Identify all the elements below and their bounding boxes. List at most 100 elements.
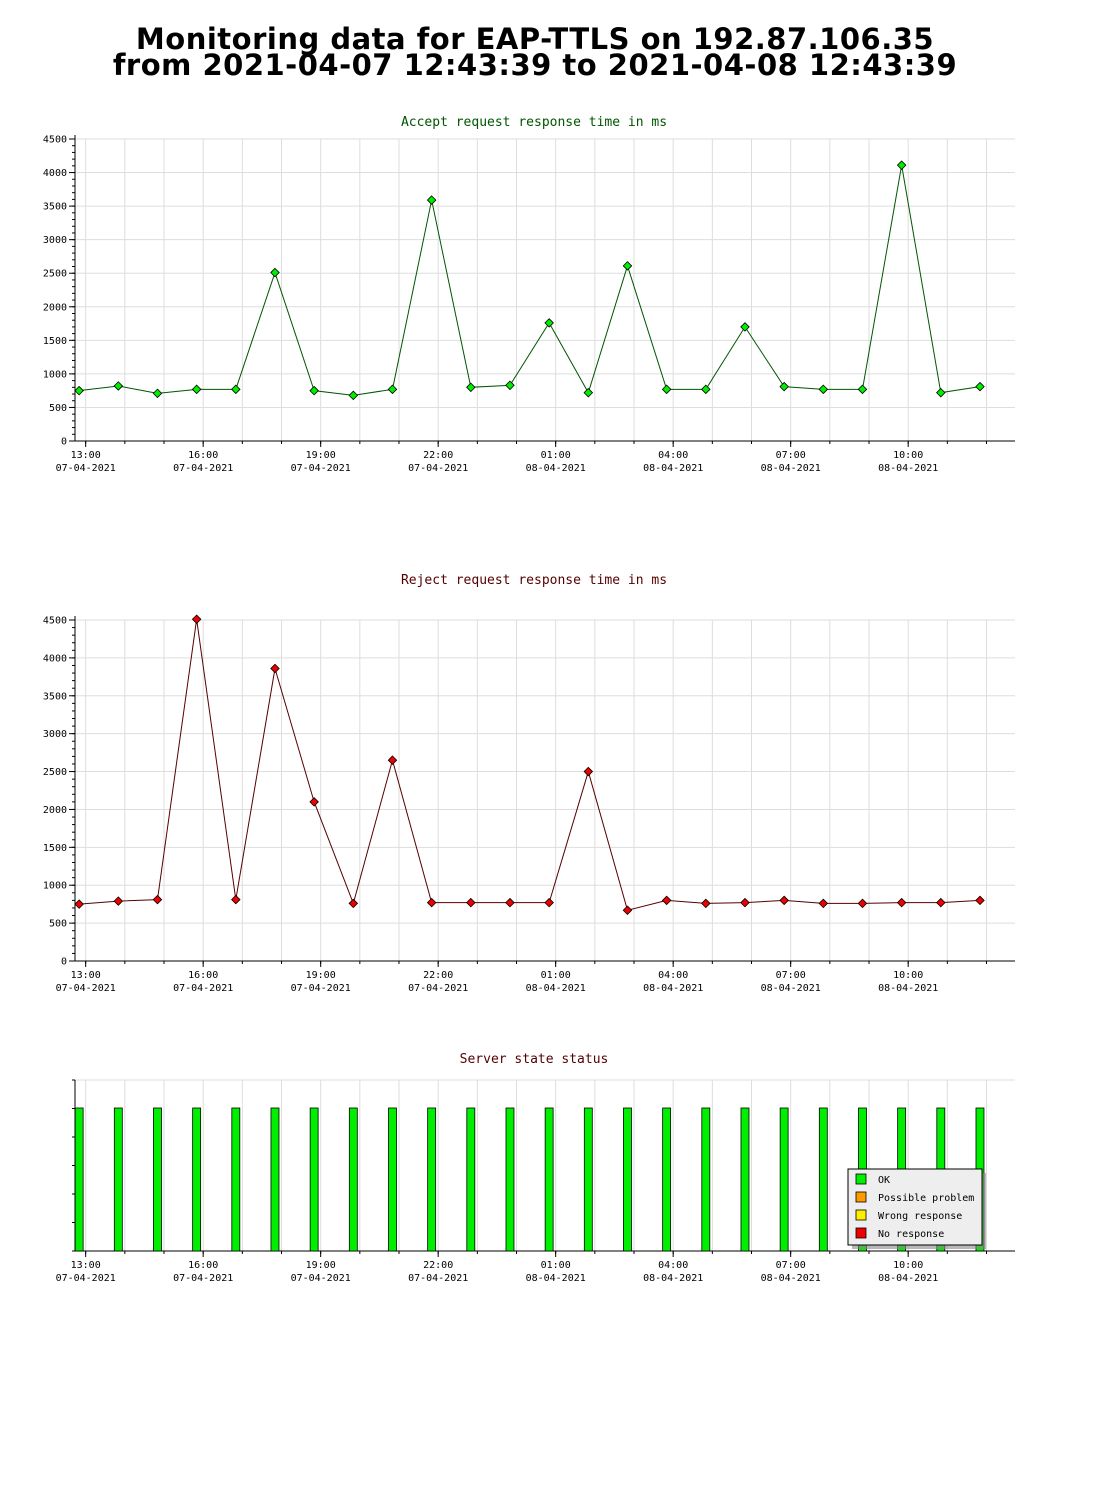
reject-data-point: [858, 899, 866, 907]
status-x-tick-time: 10:00: [893, 1260, 923, 1271]
status-bar: [193, 1108, 201, 1251]
accept-x-tick-date: 08-04-2021: [878, 463, 938, 474]
reject-data-point: [937, 898, 945, 906]
accept-x-tick-time: 10:00: [893, 450, 923, 461]
reject-x-tick-date: 07-04-2021: [291, 983, 351, 994]
status-bar: [75, 1108, 83, 1251]
accept-data-point: [623, 262, 631, 270]
accept-data-point: [584, 388, 592, 396]
accept-y-tick-label: 3500: [43, 202, 67, 213]
reject-y-tick-label: 2000: [43, 805, 67, 816]
reject-x-tick-time: 22:00: [423, 970, 453, 981]
accept-data-point: [897, 161, 905, 169]
reject-x-tick-date: 08-04-2021: [643, 983, 703, 994]
reject-data-point: [819, 899, 827, 907]
accept-y-tick-label: 2500: [43, 269, 67, 280]
reject-y-tick-label: 500: [49, 919, 67, 930]
reject-chart-title: Reject request response time in ms: [401, 573, 667, 588]
reject-data-point: [702, 899, 710, 907]
reject-data-point: [584, 767, 592, 775]
reject-data-point: [75, 900, 83, 908]
reject-data-point: [153, 895, 161, 903]
reject-y-tick-label: 3500: [43, 691, 67, 702]
reject-x-tick-time: 04:00: [658, 970, 688, 981]
reject-data-point: [741, 898, 749, 906]
legend-label: Possible problem: [878, 1193, 974, 1204]
status-bar: [271, 1108, 279, 1251]
accept-data-point: [388, 385, 396, 393]
accept-x-tick-time: 04:00: [658, 450, 688, 461]
status-x-tick-time: 19:00: [306, 1260, 336, 1271]
accept-y-tick-label: 1000: [43, 369, 67, 380]
accept-x-tick-date: 08-04-2021: [643, 463, 703, 474]
accept-data-point: [349, 391, 357, 399]
accept-x-tick-date: 07-04-2021: [173, 463, 233, 474]
reject-data-point: [114, 897, 122, 905]
accept-y-tick-label: 4500: [43, 135, 67, 146]
status-bar: [506, 1108, 514, 1251]
status-chart: Server state status13:0007-04-202116:000…: [56, 1052, 1015, 1284]
reject-data-point: [662, 896, 670, 904]
status-x-tick-date: 08-04-2021: [643, 1273, 703, 1284]
accept-data-point: [271, 268, 279, 276]
reject-data-point: [506, 898, 514, 906]
reject-y-tick-label: 2500: [43, 767, 67, 778]
accept-y-tick-label: 3000: [43, 235, 67, 246]
accept-data-point: [741, 323, 749, 331]
status-bar: [349, 1108, 357, 1251]
reject-data-point: [545, 898, 553, 906]
accept-data-point: [819, 385, 827, 393]
reject-x-tick-time: 07:00: [776, 970, 806, 981]
accept-y-tick-label: 500: [49, 403, 67, 414]
accept-data-point: [858, 385, 866, 393]
reject-data-point: [232, 895, 240, 903]
legend-swatch: [856, 1228, 866, 1238]
accept-data-point: [427, 196, 435, 204]
accept-x-tick-time: 13:00: [71, 450, 101, 461]
accept-data-point: [232, 385, 240, 393]
status-x-tick-date: 07-04-2021: [56, 1273, 116, 1284]
reject-data-point: [467, 898, 475, 906]
reject-x-tick-time: 16:00: [188, 970, 218, 981]
accept-data-point: [780, 382, 788, 390]
status-bar: [741, 1108, 749, 1251]
reject-x-tick-time: 10:00: [893, 970, 923, 981]
status-x-tick-date: 07-04-2021: [291, 1273, 351, 1284]
reject-x-tick-date: 08-04-2021: [761, 983, 821, 994]
status-bar: [545, 1108, 553, 1251]
status-chart-title: Server state status: [460, 1052, 609, 1067]
accept-data-point: [75, 386, 83, 394]
reject-x-tick-date: 07-04-2021: [408, 983, 468, 994]
reject-y-tick-label: 0: [61, 957, 67, 968]
reject-data-point: [427, 898, 435, 906]
accept-data-point: [310, 386, 318, 394]
accept-x-tick-date: 07-04-2021: [56, 463, 116, 474]
reject-data-point: [388, 756, 396, 764]
status-bar: [584, 1108, 592, 1251]
reject-data-point: [271, 664, 279, 672]
accept-data-point: [937, 388, 945, 396]
reject-data-point: [349, 899, 357, 907]
status-x-tick-date: 08-04-2021: [761, 1273, 821, 1284]
status-x-tick-time: 04:00: [658, 1260, 688, 1271]
legend-label: Wrong response: [878, 1211, 962, 1222]
legend-swatch: [856, 1174, 866, 1184]
accept-chart: Accept request response time in ms050010…: [43, 115, 1015, 474]
reject-series-line: [79, 619, 980, 910]
accept-data-point: [545, 319, 553, 327]
status-bar: [428, 1108, 436, 1251]
reject-x-tick-date: 07-04-2021: [173, 983, 233, 994]
legend-label: OK: [878, 1175, 890, 1186]
accept-series-line: [79, 165, 980, 395]
reject-x-tick-date: 08-04-2021: [526, 983, 586, 994]
accept-x-tick-date: 07-04-2021: [291, 463, 351, 474]
accept-y-tick-label: 4000: [43, 168, 67, 179]
accept-data-point: [662, 385, 670, 393]
accept-data-point: [192, 385, 200, 393]
reject-data-point: [780, 896, 788, 904]
accept-data-point: [702, 385, 710, 393]
reject-data-point: [623, 906, 631, 914]
status-bar: [153, 1108, 161, 1251]
accept-x-tick-date: 07-04-2021: [408, 463, 468, 474]
